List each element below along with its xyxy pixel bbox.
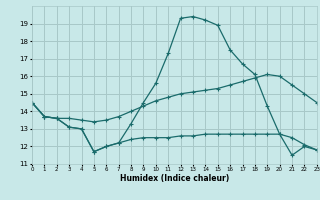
X-axis label: Humidex (Indice chaleur): Humidex (Indice chaleur) (120, 174, 229, 183)
